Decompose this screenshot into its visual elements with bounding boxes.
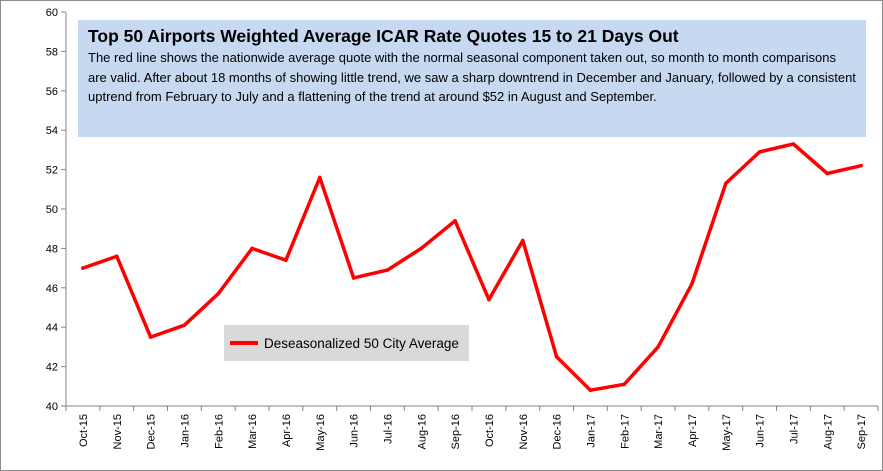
data-point <box>723 181 728 186</box>
data-point <box>351 276 356 280</box>
y-tick-label: 56 <box>46 86 58 98</box>
x-tick-label: May-16 <box>315 414 327 451</box>
y-tick-label: 50 <box>46 204 58 216</box>
x-tick-label: Aug-17 <box>822 414 834 449</box>
y-tick-label: 46 <box>46 283 58 295</box>
x-tick-label: Sep-17 <box>856 414 868 449</box>
y-tick-label: 58 <box>46 46 58 58</box>
x-tick-label: Aug-16 <box>416 414 428 449</box>
data-point <box>182 323 187 328</box>
legend-label: Deseasonalized 50 City Average <box>264 335 459 351</box>
x-tick-label: Mar-16 <box>247 414 259 449</box>
data-point <box>317 175 322 180</box>
x-tick-label: Sep-16 <box>450 414 462 449</box>
x-tick-label: Jan-16 <box>179 414 191 448</box>
chart-annotation-box: Top 50 Airports Weighted Average ICAR Ra… <box>78 20 866 137</box>
data-point <box>284 258 288 263</box>
data-point <box>520 238 525 243</box>
data-point <box>690 282 694 286</box>
data-point <box>859 163 863 168</box>
x-tick-label: Apr-17 <box>687 414 699 447</box>
x-tick-label: Dec-16 <box>552 414 564 449</box>
y-tick-label: 52 <box>46 165 58 177</box>
x-tick-label: Oct-15 <box>78 414 90 447</box>
x-tick-label: Mar-17 <box>653 414 665 449</box>
y-tick-label: 48 <box>46 243 58 255</box>
y-tick-label: 54 <box>46 125 58 137</box>
chart-title: Top 50 Airports Weighted Average ICAR Ra… <box>88 26 679 46</box>
x-tick-label: Feb-17 <box>619 414 631 449</box>
data-point <box>622 382 627 387</box>
x-tick-label: Dec-15 <box>146 414 158 449</box>
data-point <box>419 246 424 251</box>
data-point <box>216 291 221 296</box>
x-tick-label: Jun-17 <box>755 414 767 448</box>
data-point <box>81 266 85 270</box>
x-tick-label: May-17 <box>721 414 733 451</box>
chart-annotation-text: The red line shows the nationwide averag… <box>88 50 856 104</box>
data-point <box>114 254 119 259</box>
data-point <box>656 345 660 349</box>
x-tick-label: Feb-16 <box>213 414 225 449</box>
data-point <box>554 354 559 359</box>
x-tick-label: Nov-15 <box>112 414 124 449</box>
chart-legend: Deseasonalized 50 City Average <box>224 325 469 361</box>
legend-swatch <box>230 341 258 345</box>
y-tick-label: 60 <box>46 7 58 19</box>
x-tick-label: Jun-16 <box>349 414 361 448</box>
data-point <box>588 388 593 393</box>
x-tick-label: Jan-17 <box>585 414 597 448</box>
x-tick-label: Apr-16 <box>281 414 293 447</box>
y-tick-label: 40 <box>46 401 58 413</box>
data-point <box>453 219 457 223</box>
data-point <box>757 150 762 154</box>
data-point <box>791 142 796 146</box>
x-tick-label: Jul-16 <box>382 414 394 444</box>
y-tick-label: 44 <box>46 322 58 334</box>
series-line <box>81 142 863 392</box>
x-tick-label: Oct-16 <box>484 414 496 447</box>
x-tick-label: Nov-16 <box>518 414 530 449</box>
data-point <box>825 171 830 176</box>
y-tick-label: 42 <box>46 362 58 374</box>
data-point <box>385 268 390 272</box>
data-point <box>148 335 153 339</box>
data-point <box>250 246 254 251</box>
x-tick-label: Jul-17 <box>788 414 800 444</box>
data-point <box>487 297 491 302</box>
